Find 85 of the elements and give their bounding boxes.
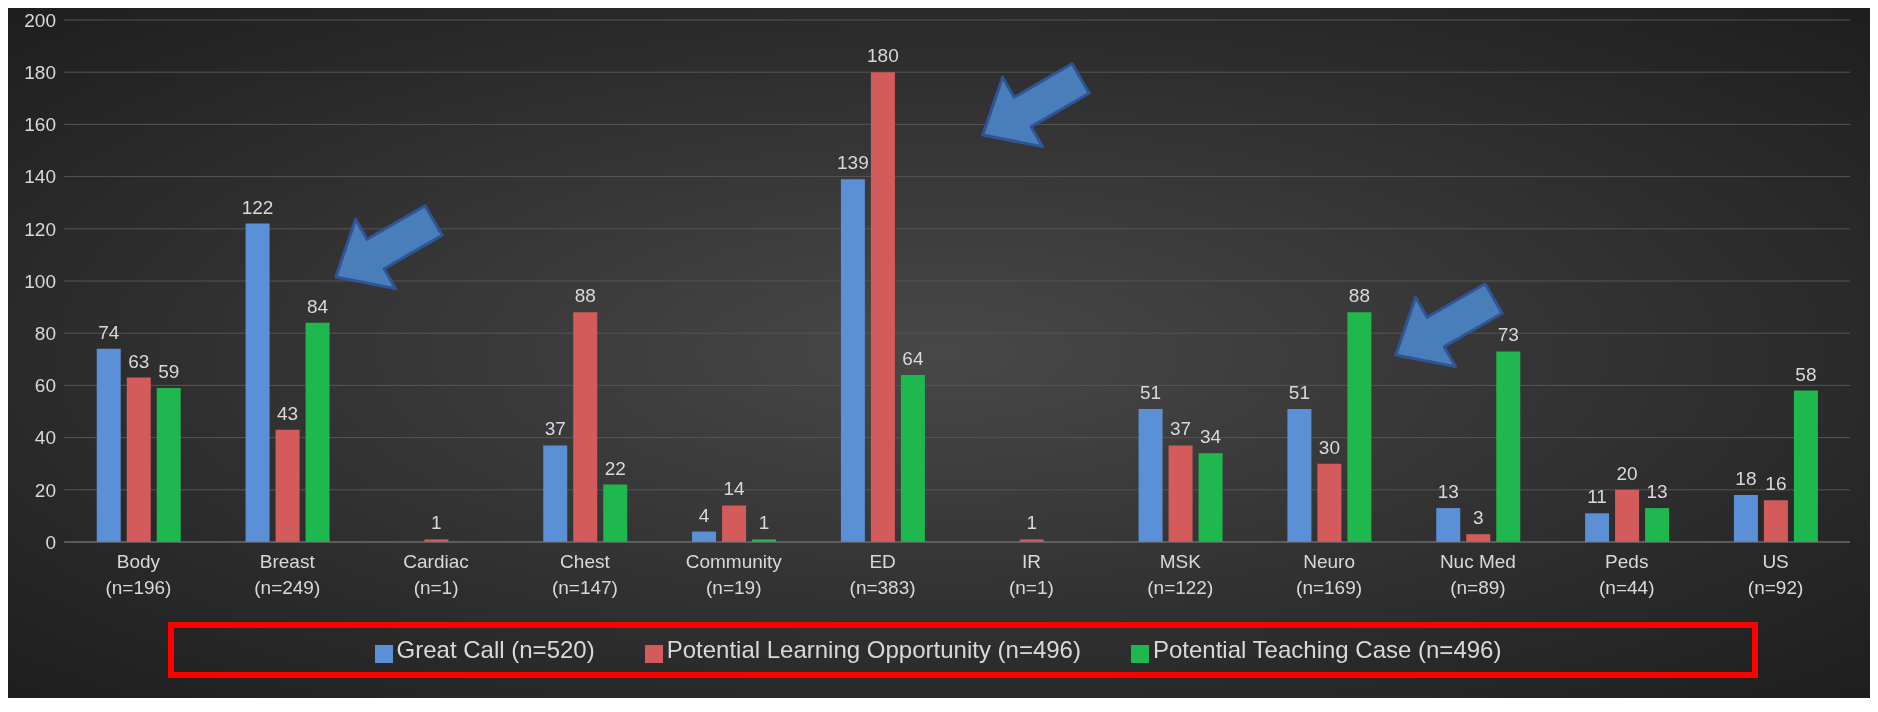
x-tick-label: IR (n=1) [1008,551,1054,598]
data-label: 3 [1472,507,1484,529]
data-label: 4 [698,504,710,526]
x-tick-label: MSK (n=122) [1147,551,1214,598]
bar [543,445,568,542]
y-tick-label: 100 [24,270,56,292]
bar [156,388,181,542]
data-label: 11 [1587,486,1607,508]
y-tick-label: 40 [34,427,56,449]
bar [603,484,628,542]
y-tick-label: 160 [24,114,56,136]
bar [126,377,151,542]
bar [1168,445,1193,542]
data-label: 88 [1348,285,1370,307]
bar [1645,508,1670,542]
data-label: 73 [1497,324,1519,346]
x-tick-label: Body (n=196) [105,551,172,598]
bar [1496,351,1521,542]
data-label: 30 [1318,436,1340,458]
data-label: 139 [837,152,869,174]
y-tick-label: 140 [24,166,56,188]
bar [722,505,747,542]
x-tick-label: Chest (n=147) [551,551,618,598]
data-label: 58 [1795,363,1817,385]
bar [1733,495,1758,542]
data-label: 180 [867,45,899,67]
data-label: 37 [544,418,566,440]
data-label: 74 [98,321,120,343]
data-label: 64 [902,347,924,369]
legend-label: Potential Learning Opportunity (n=496) [666,636,1081,663]
data-label: 88 [574,285,596,307]
bar [1287,408,1312,542]
data-label: 34 [1200,426,1222,448]
x-tick-label: Peds (n=44) [1599,551,1655,598]
bar [1347,312,1372,542]
legend-label: Great Call (n=520) [396,636,595,663]
bar [1436,508,1461,542]
bar [573,312,598,542]
data-label: 1 [758,512,770,534]
y-tick-label: 20 [34,479,56,501]
x-tick-label: US (n=92) [1747,551,1804,598]
y-tick-label: 0 [45,531,56,553]
bar [1198,453,1223,542]
bar [96,348,121,542]
bar [1138,408,1163,542]
bar [1763,500,1788,542]
y-tick-label: 60 [34,375,56,397]
x-tick-label: ED (n=383) [849,551,916,598]
bar [870,72,895,542]
data-label: 1 [431,512,442,534]
x-tick-label: Breast (n=249) [254,551,321,598]
data-label: 14 [723,478,746,500]
data-label: 22 [604,457,626,479]
bar [1793,390,1818,542]
data-label: 122 [241,196,274,218]
bar [245,223,270,542]
data-label: 51 [1140,381,1162,403]
data-label: 13 [1437,481,1459,503]
bar [840,179,865,542]
bar [1585,513,1610,542]
data-label: 59 [158,361,180,383]
x-tick-label: Nuc Med (n=89) [1439,551,1516,598]
data-label: 18 [1735,468,1757,490]
x-tick-label: Cardiac (n=1) [403,551,469,598]
data-label: 51 [1288,381,1310,403]
bar [1317,463,1342,542]
bar [1615,489,1640,542]
data-label: 1 [1026,512,1038,534]
y-tick-label: 120 [24,218,56,240]
bar [900,374,925,542]
legend-label: Potential Teaching Case (n=496) [1152,636,1502,663]
x-tick-label: Community (n=19) [685,551,783,598]
data-label: 84 [307,295,329,317]
data-label: 13 [1646,481,1668,503]
data-label: 20 [1616,462,1638,484]
data-label: 37 [1170,418,1192,440]
x-tick-label: Neuro (n=169) [1296,551,1363,598]
data-label: 43 [277,402,299,424]
data-label: 16 [1765,473,1787,495]
data-label: 63 [128,350,150,372]
bar [305,322,330,542]
bar [275,429,300,542]
y-tick-label: 80 [34,322,56,344]
y-tick-label: 200 [24,9,56,31]
y-tick-label: 180 [24,61,56,83]
